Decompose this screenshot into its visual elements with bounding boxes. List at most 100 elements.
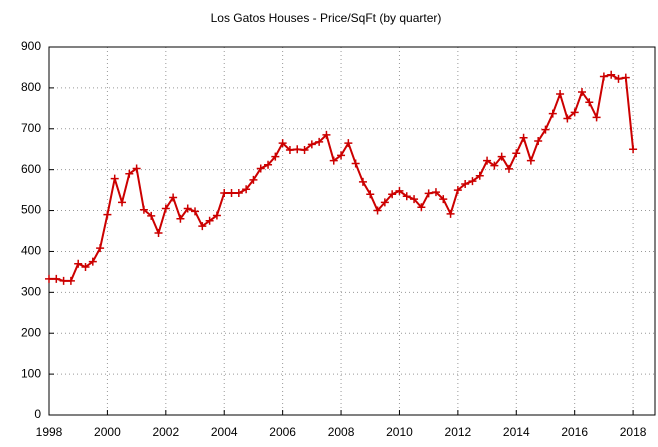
point-marker: [125, 169, 134, 178]
point-marker: [227, 188, 236, 197]
point-marker: [351, 159, 360, 168]
x-tick-label: 2012: [445, 425, 472, 439]
point-marker: [88, 257, 97, 266]
point-marker: [461, 179, 470, 188]
point-marker: [66, 276, 75, 285]
point-marker: [570, 108, 579, 117]
point-marker: [519, 133, 528, 142]
point-marker: [402, 192, 411, 201]
point-marker: [366, 190, 375, 199]
point-marker: [621, 73, 630, 82]
point-marker: [629, 145, 638, 154]
point-marker: [556, 90, 565, 99]
point-marker: [358, 177, 367, 186]
point-marker: [52, 274, 61, 283]
point-marker: [417, 203, 426, 212]
x-tick-label: 2008: [328, 425, 355, 439]
point-marker: [300, 146, 309, 155]
point-marker: [132, 164, 141, 173]
point-marker: [271, 152, 280, 161]
point-marker: [293, 145, 302, 154]
point-marker: [285, 146, 294, 155]
point-marker: [264, 160, 273, 169]
point-marker: [315, 137, 324, 146]
y-tick-label: 400: [21, 244, 41, 258]
point-marker: [322, 130, 331, 139]
point-marker: [307, 140, 316, 149]
point-marker: [512, 149, 521, 158]
point-marker: [220, 188, 229, 197]
point-marker: [504, 164, 513, 173]
point-marker: [380, 198, 389, 207]
point-marker: [147, 211, 156, 220]
point-marker: [183, 204, 192, 213]
point-marker: [563, 114, 572, 123]
point-marker: [81, 262, 90, 271]
y-tick-label: 300: [21, 285, 41, 299]
x-tick-label: 2006: [269, 425, 296, 439]
point-marker: [490, 161, 499, 170]
point-marker: [548, 109, 557, 118]
point-marker: [205, 216, 214, 225]
x-tick-label: 2010: [386, 425, 413, 439]
point-marker: [395, 186, 404, 195]
point-marker: [234, 188, 243, 197]
x-tick-label: 2004: [211, 425, 238, 439]
point-marker: [74, 259, 83, 268]
x-tick-label: 2016: [561, 425, 588, 439]
y-tick-label: 600: [21, 162, 41, 176]
point-marker: [388, 190, 397, 199]
point-marker: [453, 186, 462, 195]
point-marker: [337, 151, 346, 160]
x-tick-label: 2014: [503, 425, 530, 439]
point-marker: [198, 222, 207, 231]
point-marker: [176, 214, 185, 223]
x-tick-label: 2002: [152, 425, 179, 439]
point-marker: [410, 195, 419, 204]
point-marker: [169, 193, 178, 202]
point-marker: [526, 156, 535, 165]
y-tick-label: 500: [21, 203, 41, 217]
point-marker: [483, 156, 492, 165]
point-marker: [45, 274, 53, 283]
point-marker: [541, 125, 550, 134]
point-marker: [446, 209, 455, 218]
point-marker: [534, 137, 543, 146]
y-tick-label: 0: [34, 407, 41, 421]
point-marker: [154, 229, 163, 238]
x-tick-label: 2018: [620, 425, 647, 439]
point-marker: [497, 152, 506, 161]
y-tick-label: 700: [21, 121, 41, 135]
point-marker: [329, 156, 338, 165]
point-marker: [577, 87, 586, 96]
y-tick-label: 900: [21, 39, 41, 53]
point-marker: [110, 174, 119, 183]
y-tick-label: 800: [21, 80, 41, 94]
point-marker: [249, 175, 258, 184]
point-marker: [161, 204, 170, 213]
x-tick-label: 2000: [94, 425, 121, 439]
point-marker: [103, 210, 112, 219]
x-tick-label: 1998: [36, 425, 63, 439]
point-marker: [431, 188, 440, 197]
point-marker: [139, 205, 148, 214]
point-marker: [599, 72, 608, 81]
point-marker: [59, 276, 68, 285]
point-marker: [256, 164, 265, 173]
line: [49, 73, 635, 282]
point-marker: [468, 177, 477, 186]
point-marker: [96, 244, 105, 253]
point-marker: [191, 207, 200, 216]
point-marker: [212, 211, 221, 220]
point-marker: [118, 198, 127, 207]
point-marker: [585, 98, 594, 107]
chart-title: Los Gatos Houses - Price/SqFt (by quarte…: [211, 11, 442, 25]
plot-frame: [48, 46, 656, 416]
point-marker: [592, 113, 601, 122]
point-marker: [475, 171, 484, 180]
point-marker: [439, 195, 448, 204]
y-tick-label: 100: [21, 366, 41, 380]
point-marker: [373, 206, 382, 215]
point-marker: [607, 70, 616, 79]
